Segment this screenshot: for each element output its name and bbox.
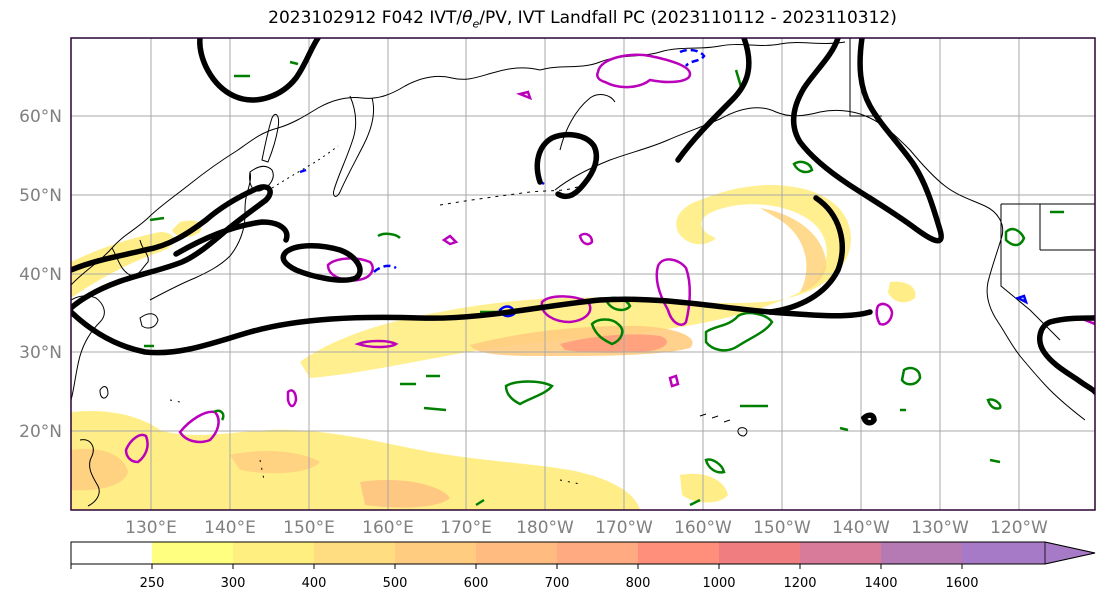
colorbar-cell xyxy=(962,542,1045,564)
colorbar-cell xyxy=(395,542,476,564)
cb-label-800: 800 xyxy=(626,576,651,591)
colorbar-cell xyxy=(881,542,962,564)
colorbar-cell xyxy=(800,542,881,564)
colorbar-cell xyxy=(557,542,638,564)
cb-label-1400: 1400 xyxy=(864,576,897,591)
cb-label-600: 600 xyxy=(464,576,489,591)
colorbar-cell xyxy=(233,542,314,564)
lon-label-170e: 170°E xyxy=(440,518,492,538)
lon-label-150w: 150°W xyxy=(753,518,811,538)
lon-label-130w: 130°W xyxy=(911,518,969,538)
colorbar-cell xyxy=(719,542,800,564)
lon-label-120w: 120°W xyxy=(990,518,1048,538)
lon-label-150e: 150°E xyxy=(283,518,335,538)
cb-label-1200: 1200 xyxy=(783,576,816,591)
cb-label-500: 500 xyxy=(383,576,408,591)
cb-label-1000: 1000 xyxy=(702,576,735,591)
colorbar-cell xyxy=(638,542,719,564)
cb-label-700: 700 xyxy=(545,576,570,591)
colorbar-cell xyxy=(71,542,152,564)
colorbar: 250 300 400 500 600 700 800 1000 1200 14… xyxy=(71,542,1095,591)
lon-label-160w: 160°W xyxy=(674,518,732,538)
colorbar-ticks xyxy=(71,564,962,569)
lon-label-160e: 160°E xyxy=(362,518,414,538)
colorbar-cells xyxy=(71,542,1045,564)
lat-label-20: 20°N xyxy=(19,422,62,442)
lat-label-60: 60°N xyxy=(19,107,62,127)
lon-label-170w: 170°W xyxy=(595,518,653,538)
lon-label-130e: 130°E xyxy=(125,518,177,538)
cb-label-300: 300 xyxy=(221,576,246,591)
lon-labels: 130°E 140°E 150°E 160°E 170°E 180°W 170°… xyxy=(125,518,1048,538)
lon-label-140w: 140°W xyxy=(832,518,890,538)
colorbar-cell xyxy=(314,542,395,564)
lat-label-50: 50°N xyxy=(19,186,62,206)
colorbar-cell xyxy=(152,542,233,564)
cb-label-250: 250 xyxy=(140,576,165,591)
lon-label-180w: 180°W xyxy=(516,518,574,538)
lat-labels: 20°N 30°N 40°N 50°N 60°N xyxy=(19,107,62,442)
colorbar-extend-arrow xyxy=(1045,542,1095,564)
colorbar-cell xyxy=(476,542,557,564)
map-figure: 20°N 30°N 40°N 50°N 60°N 130°E 140°E 150… xyxy=(0,0,1105,603)
lat-label-30: 30°N xyxy=(19,343,62,363)
cb-label-1600: 1600 xyxy=(945,576,978,591)
cb-label-400: 400 xyxy=(302,576,327,591)
lat-label-40: 40°N xyxy=(19,265,62,285)
lon-label-140e: 140°E xyxy=(204,518,256,538)
